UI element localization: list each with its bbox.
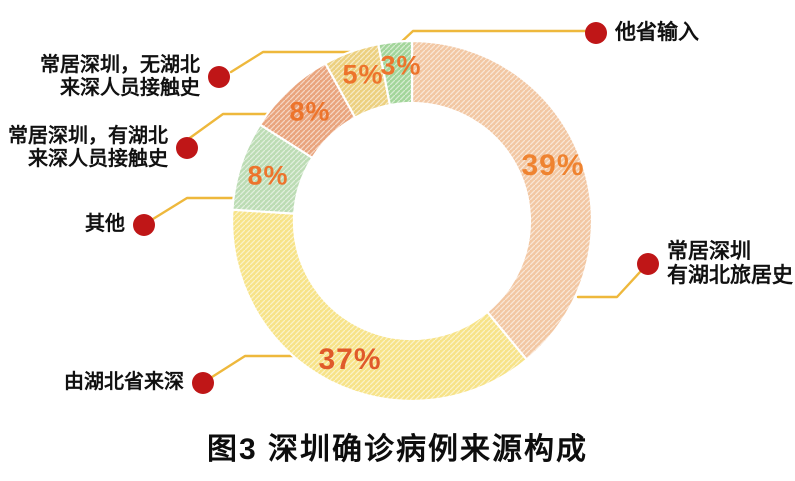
donut-segment-hatch <box>260 63 356 158</box>
donut-segment-hatch <box>378 41 412 106</box>
callout-no-hubei-contact: 常居深圳，无湖北 来深人员接触史 <box>40 54 230 100</box>
callout-resident-hubei-travel: 常居深圳 有湖北旅居史 <box>637 240 793 288</box>
pct-label-8-other: 8% <box>247 160 289 191</box>
callout-dot-icon <box>133 213 155 236</box>
donut-segment-hatch <box>412 41 592 360</box>
callout-with-hubei-contact: 常居深圳，有湖北 来深人员接触史 <box>8 125 198 171</box>
callout-label-line: 有湖北旅居史 <box>667 264 793 287</box>
callout-dot-icon <box>585 21 607 44</box>
donut-segment-hatch <box>232 209 527 401</box>
pct-label-39: 39% <box>521 149 585 182</box>
callout-from-hubei: 由湖北省来深 <box>64 371 214 394</box>
callout-other-province-import: 他省输入 <box>585 21 699 44</box>
callout-label-line: 来深人员接触史 <box>28 148 168 170</box>
donut-segment-hatch <box>232 124 313 214</box>
pct-label-8-contact: 8% <box>289 96 331 127</box>
callout-label-line: 常居深圳，有湖北 <box>8 125 168 147</box>
leader-line-8% <box>185 112 270 142</box>
donut-segment-hatch <box>325 44 390 118</box>
leader-line-39% <box>576 270 642 299</box>
pct-label-5: 5% <box>342 59 384 90</box>
callout-label-line: 其他 <box>85 213 125 235</box>
callout-label-line: 他省输入 <box>615 21 699 44</box>
callout-dot-icon <box>176 137 198 159</box>
callout-dot-icon <box>637 253 659 275</box>
callout-label-line: 来深人员接触史 <box>60 77 200 99</box>
chart-title: 图3 深圳确诊病例来源构成 <box>206 433 589 466</box>
leader-line-8% <box>151 196 238 221</box>
callout-label-line: 常居深圳，无湖北 <box>40 54 200 76</box>
donut-segments <box>230 39 594 403</box>
callout-other: 其他 <box>85 213 155 236</box>
leader-line-37% <box>210 354 299 379</box>
leader-line-5% <box>229 50 352 74</box>
callout-dot-icon <box>208 66 230 88</box>
callout-label-line: 由湖北省来深 <box>64 371 184 393</box>
callout-dot-icon <box>192 371 214 394</box>
pct-label-37: 37% <box>318 343 382 376</box>
callout-label-line: 常居深圳 <box>667 240 751 263</box>
pct-label-3: 3% <box>380 50 422 81</box>
